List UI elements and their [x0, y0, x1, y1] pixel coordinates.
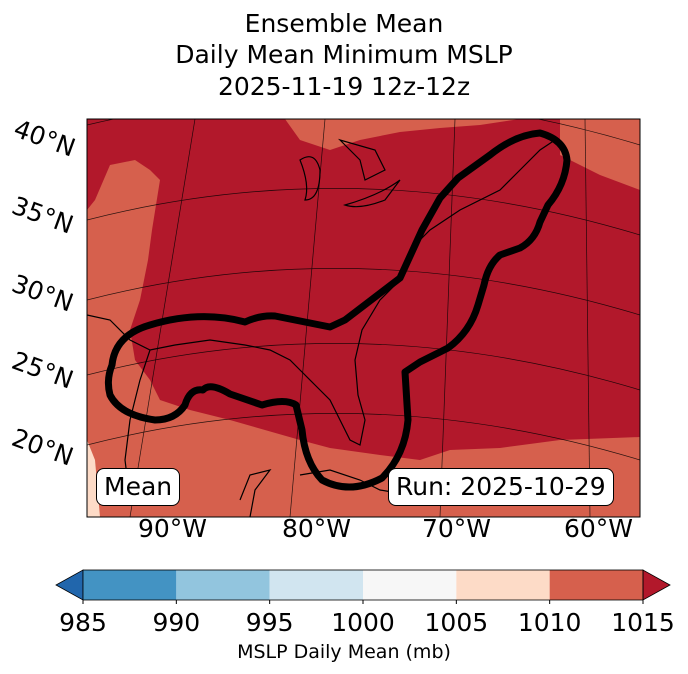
mslp-1010-1015-region-west [87, 160, 640, 517]
colorbar-tick-label: 990 [152, 608, 201, 637]
colorbar-tick-label: 985 [59, 608, 107, 637]
run-date-box: Run: 2025-10-29 [388, 468, 614, 506]
lon-label-90w: 90°W [138, 514, 208, 543]
colorbar-tick-label: 1005 [424, 608, 489, 637]
colorbar-segment [83, 570, 177, 600]
graticule [87, 119, 640, 517]
title-line-3: 2025-11-19 12z-12z [217, 72, 471, 101]
colorbar-label: MSLP Daily Mean (mb) [237, 641, 451, 663]
colorbar-tick-label: 1015 [611, 608, 675, 637]
mean-label-box: Mean [96, 468, 181, 506]
colorbar-over-arrow [642, 569, 671, 601]
lon-label-80w: 80°W [282, 514, 352, 543]
colorbar-segment [549, 570, 643, 600]
colorbar-segment [363, 570, 457, 600]
title-line-1: Ensemble Mean [244, 9, 444, 38]
colorbar-segment [456, 570, 550, 600]
colorbar-segment [269, 570, 363, 600]
map-frame [86, 118, 641, 518]
title-line-2: Daily Mean Minimum MSLP [175, 40, 513, 69]
mslp-contour-outline [104, 129, 571, 491]
colorbar-tick-label: 1000 [331, 608, 395, 637]
colorbar-under-arrow [55, 569, 84, 601]
lon-label-60w: 60°W [564, 514, 634, 543]
colorbar [55, 569, 671, 604]
colorbar-segment [176, 570, 270, 600]
colorbar-tick-label: 1010 [517, 608, 582, 637]
colorbar-tick-label: 995 [245, 608, 294, 637]
lon-label-70w: 70°W [422, 514, 492, 543]
mslp-1010-1015-region-northeast [285, 119, 640, 190]
